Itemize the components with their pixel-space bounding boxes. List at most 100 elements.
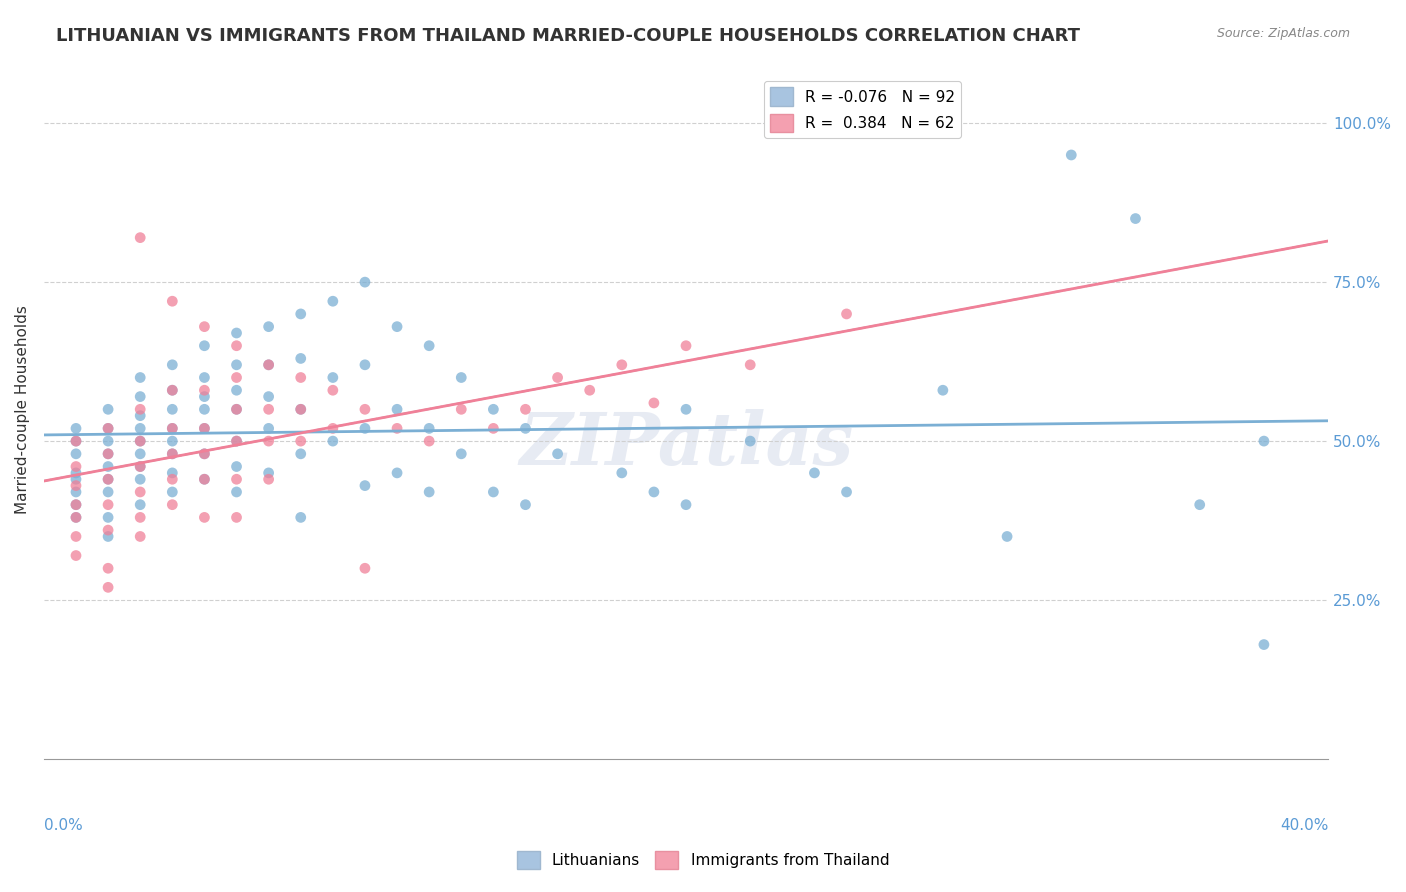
Point [65,466,87,480]
Point [162,383,184,397]
Text: LITHUANIAN VS IMMIGRANTS FROM THAILAND MARRIED-COUPLE HOUSEHOLDS CORRELATION CHA: LITHUANIAN VS IMMIGRANTS FROM THAILAND M… [56,27,1080,45]
Point [65,459,87,474]
Point [129,459,152,474]
Point [257,358,280,372]
Point [740,434,762,449]
Point [322,421,344,435]
Point [354,402,377,417]
Point [162,402,184,417]
Point [290,510,312,524]
Point [162,421,184,435]
Point [322,370,344,384]
Text: 40.0%: 40.0% [1279,819,1329,833]
Text: Source: ZipAtlas.com: Source: ZipAtlas.com [1216,27,1350,40]
Point [129,409,152,423]
Point [65,549,87,563]
Point [97,529,120,543]
Point [193,339,215,353]
Legend: R = -0.076   N = 92, R =  0.384   N = 62: R = -0.076 N = 92, R = 0.384 N = 62 [763,81,960,138]
Point [643,396,665,410]
Point [257,466,280,480]
Point [354,421,377,435]
Y-axis label: Married-couple Households: Married-couple Households [15,305,30,514]
Point [97,523,120,537]
Point [225,402,247,417]
Point [290,402,312,417]
Point [835,307,858,321]
Point [1125,211,1147,226]
Point [835,485,858,500]
Point [193,447,215,461]
Point [193,447,215,461]
Point [129,421,152,435]
Point [97,402,120,417]
Point [675,498,697,512]
Point [515,498,537,512]
Point [257,390,280,404]
Point [97,510,120,524]
Point [610,358,633,372]
Point [547,370,569,384]
Point [65,510,87,524]
Point [65,529,87,543]
Point [385,466,408,480]
Point [65,447,87,461]
Point [225,326,247,340]
Point [354,358,377,372]
Point [257,358,280,372]
Point [322,383,344,397]
Point [482,485,505,500]
Point [225,358,247,372]
Point [257,402,280,417]
Point [385,319,408,334]
Point [225,383,247,397]
Point [225,510,247,524]
Point [482,421,505,435]
Point [129,434,152,449]
Point [290,351,312,366]
Text: 0.0%: 0.0% [44,819,83,833]
Point [162,466,184,480]
Point [193,472,215,486]
Point [354,275,377,289]
Point [97,421,120,435]
Point [385,402,408,417]
Point [257,472,280,486]
Point [418,434,440,449]
Point [97,472,120,486]
Point [193,402,215,417]
Point [450,370,472,384]
Point [450,447,472,461]
Point [193,370,215,384]
Point [97,561,120,575]
Point [995,529,1018,543]
Point [65,434,87,449]
Point [65,472,87,486]
Point [162,447,184,461]
Point [418,485,440,500]
Point [129,459,152,474]
Point [225,434,247,449]
Point [225,434,247,449]
Point [322,294,344,309]
Point [97,459,120,474]
Point [290,434,312,449]
Point [932,383,955,397]
Point [129,434,152,449]
Point [97,498,120,512]
Point [290,447,312,461]
Point [129,447,152,461]
Point [129,472,152,486]
Point [162,434,184,449]
Point [162,485,184,500]
Point [1188,498,1211,512]
Point [162,358,184,372]
Point [193,472,215,486]
Point [675,402,697,417]
Point [578,383,600,397]
Point [129,370,152,384]
Point [129,529,152,543]
Point [129,498,152,512]
Point [225,459,247,474]
Point [65,478,87,492]
